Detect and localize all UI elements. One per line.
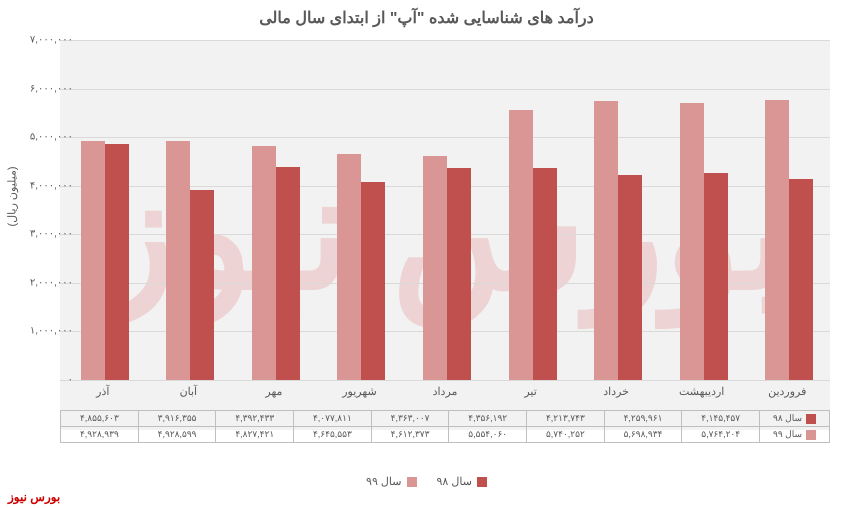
y-tick-label: ۰	[68, 375, 73, 386]
bar-98	[704, 173, 728, 380]
series-name-label: سال ۹۸	[773, 413, 802, 424]
series-name-label: سال ۹۹	[773, 429, 802, 440]
table-cell: ۵,۶۹۸,۹۳۴	[604, 427, 682, 443]
bar-99	[509, 110, 533, 380]
bar-98	[447, 168, 471, 380]
y-axis-label: (میلیون ریال)	[6, 166, 19, 226]
y-tick-label: ۱,۰۰۰,۰۰۰	[30, 326, 73, 337]
bars-group	[333, 154, 385, 380]
bars-group	[761, 100, 813, 380]
legend: سال ۹۸ سال ۹۹	[0, 475, 853, 488]
data-table: سال ۹۸ ۴,۱۴۵,۴۵۷۴,۲۵۹,۹۶۱۴,۲۱۳,۷۴۳۴,۳۵۶,۱…	[60, 410, 830, 443]
table-row-label: سال ۹۹	[760, 427, 830, 443]
watermark-text: بورس نیوز	[8, 490, 60, 504]
x-axis-label: آذر	[60, 385, 146, 398]
table-cell: ۴,۶۴۵,۵۵۳	[294, 427, 372, 443]
y-tick-label: ۴,۰۰۰,۰۰۰	[30, 180, 73, 191]
legend-label: سال ۹۹	[366, 475, 401, 488]
table-cell: ۳,۹۱۶,۳۵۵	[138, 411, 216, 427]
legend-marker	[477, 477, 487, 487]
bar-99	[337, 154, 361, 380]
x-axis-label: آبان	[146, 385, 232, 398]
y-tick-label: ۳,۰۰۰,۰۰۰	[30, 229, 73, 240]
table-cell: ۴,۳۹۲,۴۳۳	[216, 411, 294, 427]
bar-98	[105, 144, 129, 380]
y-tick-label: ۵,۰۰۰,۰۰۰	[30, 132, 73, 143]
bars-group	[590, 101, 642, 380]
y-tick-label: ۶,۰۰۰,۰۰۰	[30, 83, 73, 94]
x-axis-label: اردیبهشت	[659, 385, 745, 398]
bars-group	[505, 110, 557, 380]
x-axis-label: شهریور	[317, 385, 403, 398]
bar-99	[680, 103, 704, 380]
legend-label: سال ۹۸	[437, 475, 472, 488]
table-cell: ۴,۲۵۹,۹۶۱	[604, 411, 682, 427]
bars-group	[676, 103, 728, 380]
table-cell: ۴,۶۱۲,۳۷۳	[371, 427, 449, 443]
table-cell: ۵,۷۴۰,۲۵۲	[527, 427, 605, 443]
table-cell: ۵,۷۶۴,۲۰۴	[682, 427, 760, 443]
bar-99	[765, 100, 789, 380]
bars-group	[77, 141, 129, 380]
chart-area: بورس نیوز فروردیناردیبهشتخردادتیرمردادشه…	[60, 40, 830, 430]
table-cell: ۴,۹۲۸,۹۳۹	[61, 427, 139, 443]
table-cell: ۴,۱۴۵,۴۵۷	[682, 411, 760, 427]
bar-99	[594, 101, 618, 380]
legend-marker	[806, 414, 816, 424]
table-row: سال ۹۸ ۴,۱۴۵,۴۵۷۴,۲۵۹,۹۶۱۴,۲۱۳,۷۴۳۴,۳۵۶,۱…	[61, 411, 830, 427]
bar-99	[166, 141, 190, 380]
table-cell: ۴,۳۶۳,۰۰۷	[371, 411, 449, 427]
x-axis-label: مرداد	[402, 385, 488, 398]
legend-marker	[806, 430, 816, 440]
bar-98	[789, 179, 813, 380]
chart-title: درآمد های شناسایی شده "آپ" از ابتدای سال…	[0, 8, 853, 28]
grid-line	[60, 89, 830, 90]
legend-item: سال ۹۸	[437, 475, 487, 488]
bar-98	[533, 168, 557, 380]
table-cell: ۴,۹۲۸,۵۹۹	[138, 427, 216, 443]
x-axis-label: مهر	[231, 385, 317, 398]
y-tick-label: ۲,۰۰۰,۰۰۰	[30, 277, 73, 288]
bars-group	[419, 156, 471, 380]
grid-line	[60, 380, 830, 381]
table-cell: ۴,۸۵۵,۶۰۳	[61, 411, 139, 427]
bar-98	[190, 190, 214, 380]
bar-98	[276, 167, 300, 380]
table-row: سال ۹۹ ۵,۷۶۴,۲۰۴۵,۶۹۸,۹۳۴۵,۷۴۰,۲۵۲۵,۵۵۴,۰…	[61, 427, 830, 443]
table-cell: ۴,۳۵۶,۱۹۲	[449, 411, 527, 427]
bar-98	[618, 175, 642, 380]
y-tick-label: ۷,۰۰۰,۰۰۰	[30, 35, 73, 46]
bar-98	[361, 182, 385, 380]
x-axis-label: خرداد	[573, 385, 659, 398]
grid-line	[60, 40, 830, 41]
bars-group	[248, 146, 300, 380]
table-cell: ۴,۸۲۷,۴۲۱	[216, 427, 294, 443]
table-row-label: سال ۹۸	[760, 411, 830, 427]
legend-item: سال ۹۹	[366, 475, 416, 488]
chart-container: درآمد های شناسایی شده "آپ" از ابتدای سال…	[0, 0, 853, 508]
bars-group	[162, 141, 214, 380]
bar-99	[81, 141, 105, 380]
table-cell: ۵,۵۵۴,۰۶۰	[449, 427, 527, 443]
bar-99	[423, 156, 447, 380]
x-axis-label: تیر	[488, 385, 574, 398]
table-cell: ۴,۲۱۳,۷۴۳	[527, 411, 605, 427]
x-axis-label: فروردین	[744, 385, 830, 398]
bar-99	[252, 146, 276, 380]
plot-area	[60, 40, 830, 380]
legend-marker	[407, 477, 417, 487]
table-cell: ۴,۰۷۷,۸۱۱	[294, 411, 372, 427]
